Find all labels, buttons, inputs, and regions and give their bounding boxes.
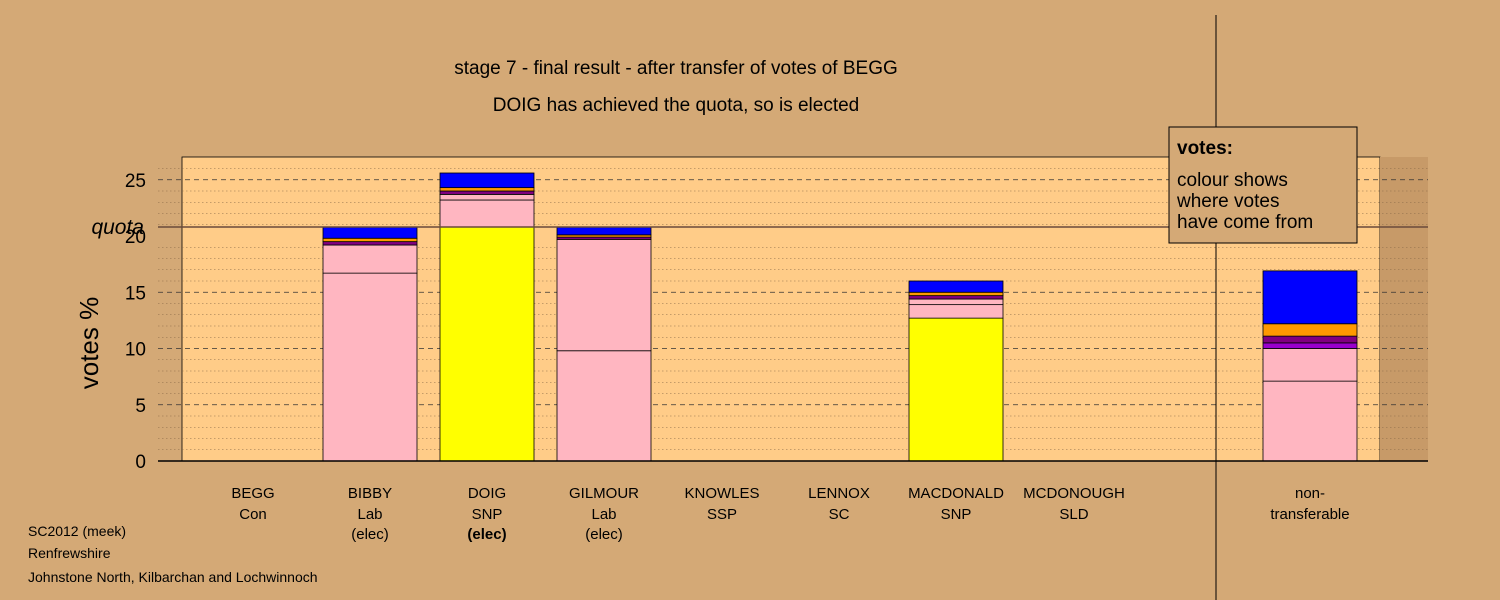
y-tick-label: 15 [125,283,146,304]
bar-gilmour [556,226,652,462]
y-ticks: 0 5 10 15 20 25 [125,171,146,473]
legend-line-2: where votes [1176,191,1279,212]
bar-segment [439,187,535,192]
candidate-party: SNP [472,506,503,523]
bar-segment [556,350,652,462]
nontransferable-label-1: non- [1295,485,1325,502]
chart-title: stage 7 - final result - after transfer … [454,58,898,79]
bar-segment [322,241,418,246]
candidate-party: Con [239,506,267,523]
bar-macdonald [908,280,1004,462]
y-tick-label: 5 [135,396,146,417]
candidate-name: DOIG [468,485,506,502]
bar-segment [908,280,1004,293]
candidate-name: KNOWLES [684,485,759,502]
candidate-status: (elec) [467,526,506,543]
bar-segment [908,298,1004,306]
candidate-status: (elec) [351,526,389,543]
footer-council: Renfrewshire [28,545,111,561]
candidate-party: SLD [1059,506,1088,523]
bar-segment [322,272,418,462]
legend-line-1: colour shows [1177,170,1288,191]
bar-segment [439,172,535,189]
bar-segment [1262,335,1358,344]
bar-segment [556,226,652,236]
bar-segment [439,226,535,462]
candidate-name: BIBBY [348,485,392,502]
bar-segment [1262,380,1358,462]
candidate-party: Lab [357,506,382,523]
candidate-party: Lab [591,506,616,523]
y-tick-label: 10 [125,340,146,361]
candidate-name: GILMOUR [569,485,639,502]
footer-election: SC2012 (meek) [28,523,126,539]
bar-segment [439,190,535,195]
bar-segment [322,226,418,239]
bar-segment [439,199,535,228]
bar-doig [439,172,535,462]
bars [322,172,1358,462]
bar-segment [322,237,418,243]
bar-segment [908,304,1004,319]
bar-segment [908,317,1004,462]
footer-ward: Johnstone North, Kilbarchan and Lochwinn… [28,569,318,585]
x-labels: BEGG Con BIBBY Lab (elec) DOIG SNP (elec) GILMOU… [231,485,1349,543]
bar-segment [1262,270,1358,325]
chart-subtitle: DOIG has achieved the quota, so is elect… [493,95,860,116]
legend: votes: colour shows where votes have com… [1168,126,1358,244]
candidate-party: SSP [707,506,737,523]
legend-box [1168,126,1358,244]
candidate-name: MACDONALD [908,485,1004,502]
bar-segment [1262,323,1358,337]
candidate-name: BEGG [231,485,274,502]
y-tick-label: 0 [135,452,146,473]
candidate-status: (elec) [585,526,623,543]
candidate-name: MCDONOUGH [1023,485,1125,502]
bar-bibby [322,226,418,462]
plot-margin-shade [1380,157,1428,461]
nontransferable-label-2: transferable [1270,506,1349,523]
legend-line-3: have come from [1177,212,1313,233]
bar-segment [322,244,418,274]
bar-nontransferable [1262,270,1358,462]
bar-segment [556,238,652,352]
y-axis-label: votes % [74,297,104,390]
quota-label: quota [91,216,144,239]
candidate-party: SNP [941,506,972,523]
y-tick-label: 20 [125,227,146,248]
bar-segment [908,295,1004,300]
bar-segment [439,193,535,201]
bar-segment [1262,342,1358,349]
candidate-party: SC [829,506,850,523]
bar-segment [908,291,1004,297]
bar-segment [1262,348,1358,382]
candidate-name: LENNOX [808,485,870,502]
legend-title: votes: [1177,138,1233,159]
y-tick-label: 25 [125,171,146,192]
